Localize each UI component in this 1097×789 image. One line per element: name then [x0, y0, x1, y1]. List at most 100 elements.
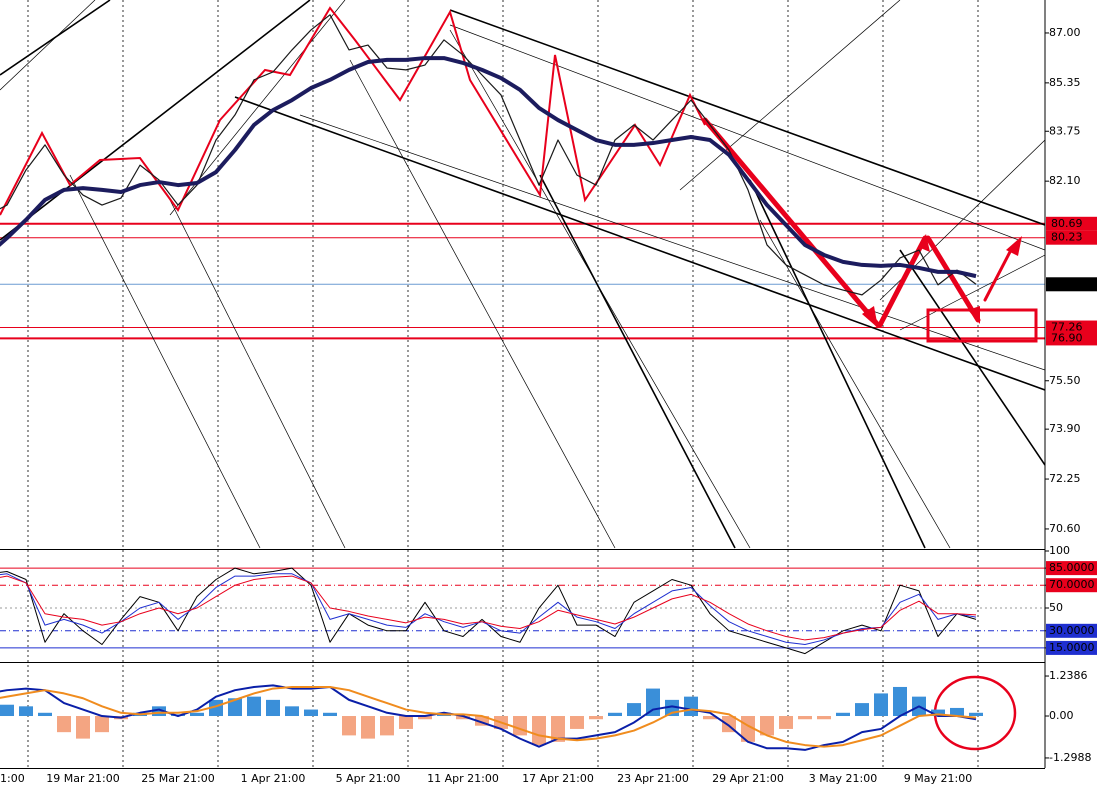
trend-line — [449, 24, 1045, 251]
series-line — [0, 14, 977, 296]
histogram-bar — [76, 716, 90, 739]
x-tick-label: 11 Apr 21:00 — [427, 772, 499, 785]
x-tick-label: 1 Apr 21:00 — [241, 772, 306, 785]
trend-lines — [0, 0, 1045, 549]
histogram-bar — [798, 716, 812, 720]
level-label: 78.69 — [1051, 277, 1083, 290]
x-tick-label: 1:00 — [0, 772, 25, 785]
histogram-bar — [38, 712, 52, 717]
histogram-bar — [456, 716, 470, 720]
level-label-box — [1046, 331, 1097, 346]
trend-line — [169, 199, 346, 549]
y-tick-label: 30.0000 — [1049, 624, 1095, 637]
trend-line — [69, 174, 261, 549]
y-tick-label: 70.0000 — [1049, 578, 1095, 591]
histogram-bar — [627, 703, 641, 717]
histogram-bar — [703, 716, 717, 720]
histogram-bar — [19, 706, 33, 717]
arrow-head — [918, 234, 930, 252]
x-tick-label: 25 Mar 21:00 — [141, 772, 214, 785]
histogram-bar — [266, 699, 280, 717]
arrow — [925, 235, 981, 323]
level-label-box — [1046, 230, 1097, 245]
highlight-box — [926, 308, 1038, 343]
histogram-bar — [551, 716, 565, 742]
trend-line — [899, 254, 1045, 331]
histogram-bar — [152, 706, 166, 717]
y-tick-label: 100 — [1049, 544, 1070, 557]
histogram-bar — [190, 712, 204, 717]
histogram-bar — [931, 709, 945, 717]
y-tick-box — [1046, 561, 1097, 576]
x-tick-label: 19 Mar 21:00 — [46, 772, 119, 785]
trend-line — [299, 114, 1045, 371]
histogram-bar — [323, 712, 337, 717]
level-label-box — [1046, 216, 1097, 231]
level-label: 80.23 — [1051, 231, 1083, 244]
histogram-bar — [304, 709, 318, 717]
arrow — [877, 235, 928, 328]
histogram-bar — [893, 686, 907, 717]
trend-line — [539, 174, 736, 549]
y-tick-box — [1046, 578, 1097, 593]
y-tick-label: 83.75 — [1049, 124, 1081, 137]
y-tick-label: 75.50 — [1049, 374, 1081, 387]
trend-line — [899, 249, 1045, 466]
arrow — [702, 117, 881, 328]
y-tick-box — [1046, 640, 1097, 655]
level-label: 76.90 — [1051, 331, 1083, 344]
histogram-bar — [418, 716, 432, 720]
histogram-bar — [532, 716, 546, 746]
grid — [0, 0, 1045, 768]
histogram-bar — [247, 696, 261, 717]
y-tick-label: 85.35 — [1049, 76, 1081, 89]
histogram-bar — [57, 716, 71, 733]
histogram-bar — [95, 716, 109, 733]
arrows — [702, 117, 1014, 328]
data — [0, 14, 983, 751]
zigzag — [0, 6, 706, 216]
trend-line — [759, 219, 951, 549]
y-tick-label: 82.10 — [1049, 174, 1081, 187]
arrow — [983, 246, 1014, 302]
trend-line — [749, 179, 926, 549]
level-label: 80.69 — [1051, 217, 1083, 230]
arrow-heads — [862, 234, 1022, 328]
histogram-bar — [589, 716, 603, 720]
annotations — [0, 0, 1045, 751]
histogram-bar — [760, 716, 774, 736]
series-line — [0, 685, 977, 748]
trend-line — [0, 0, 96, 91]
histogram-bar — [475, 716, 489, 726]
histogram-bar — [608, 712, 622, 717]
y-tick-label: 50 — [1049, 601, 1063, 614]
frame — [0, 0, 1046, 769]
y-tick-label: 85.0000 — [1049, 561, 1095, 574]
histogram-bar — [570, 716, 584, 729]
y-tick-label: 73.90 — [1049, 422, 1081, 435]
histogram-bar — [399, 716, 413, 729]
level-label-box — [1046, 277, 1097, 292]
histogram-bar — [342, 716, 356, 736]
y-tick-label: 15.0000 — [1049, 641, 1095, 654]
trend-line — [679, 0, 901, 191]
trend-line — [449, 9, 1045, 226]
x-tick-label: 23 Apr 21:00 — [617, 772, 689, 785]
arrow-head — [862, 306, 878, 328]
series-line — [0, 684, 977, 751]
histogram-bar — [836, 712, 850, 717]
arrow-head — [1006, 236, 1022, 256]
histogram-bar — [513, 716, 527, 736]
series-line — [0, 567, 977, 655]
level-label-box — [1046, 320, 1097, 335]
y-tick-label: 70.60 — [1049, 522, 1081, 535]
histogram-bar — [779, 716, 793, 729]
x-tick-label: 5 Apr 21:00 — [336, 772, 401, 785]
histogram-bar — [228, 698, 242, 717]
histogram-bar — [855, 703, 869, 717]
histogram-bar — [361, 716, 375, 739]
x-tick-label: 9 May 21:00 — [904, 772, 972, 785]
y-tick-label: 72.25 — [1049, 472, 1081, 485]
x-tick-label: 17 Apr 21:00 — [522, 772, 594, 785]
